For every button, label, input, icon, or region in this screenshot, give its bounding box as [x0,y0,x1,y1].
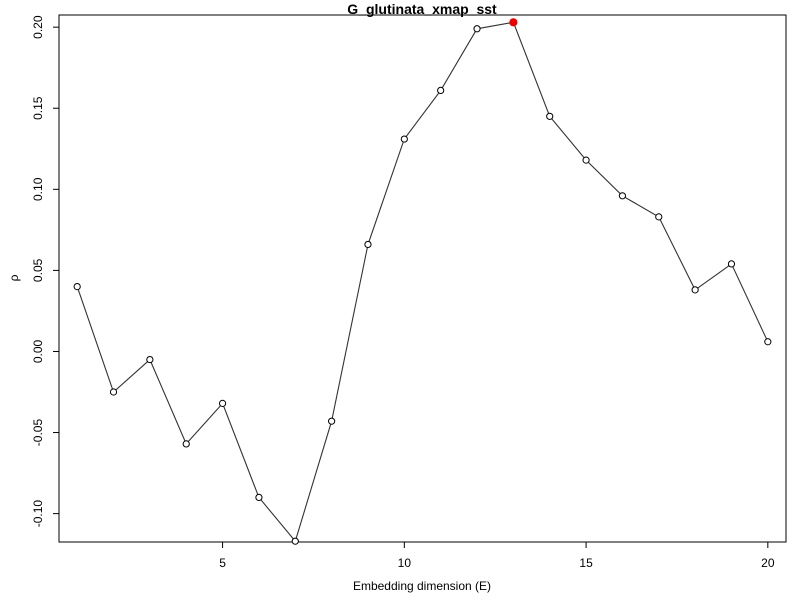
data-point [727,260,736,268]
series-group [73,18,772,545]
data-point [328,417,336,425]
data-point [655,213,663,221]
y-tick-label: 0.15 [31,96,45,120]
data-point [73,283,81,291]
plot-frame [58,14,787,543]
data-point [109,388,118,396]
x-axis-label: Embedding dimension (E) [353,579,491,593]
data-point [255,493,263,502]
y-tick-label: 0.00 [31,339,45,363]
data-point [618,192,627,200]
x-tick-label: 10 [398,556,412,570]
y-tick-label: -0.05 [31,419,45,447]
data-point [182,440,190,448]
y-axis: -0.10 -0.05 0.00 0.05 0.10 0.15 0.20 [31,15,59,527]
chart-title: G_glutinata_xmap_sst [347,1,497,17]
y-tick-label: -0.10 [31,500,45,528]
data-point [437,86,445,95]
data-point [364,240,372,249]
y-tick-label: 0.05 [31,258,45,282]
x-tick-label: 5 [219,556,226,570]
data-point [546,112,554,120]
y-axis-label: ρ [7,274,21,281]
x-tick-label: 20 [761,556,775,570]
data-point [691,286,699,294]
data-point [473,25,481,33]
y-tick-label: 0.20 [31,15,45,39]
series-line [76,21,769,543]
data-point [218,399,227,407]
data-point [146,355,154,364]
data-point [291,537,299,545]
x-axis: 5 10 15 20 [219,542,775,570]
x-tick-label: 15 [579,556,593,570]
max-point [509,18,518,27]
y-tick-label: 0.10 [31,177,45,201]
data-point [582,156,590,164]
data-point [400,135,408,143]
data-point [764,338,772,346]
